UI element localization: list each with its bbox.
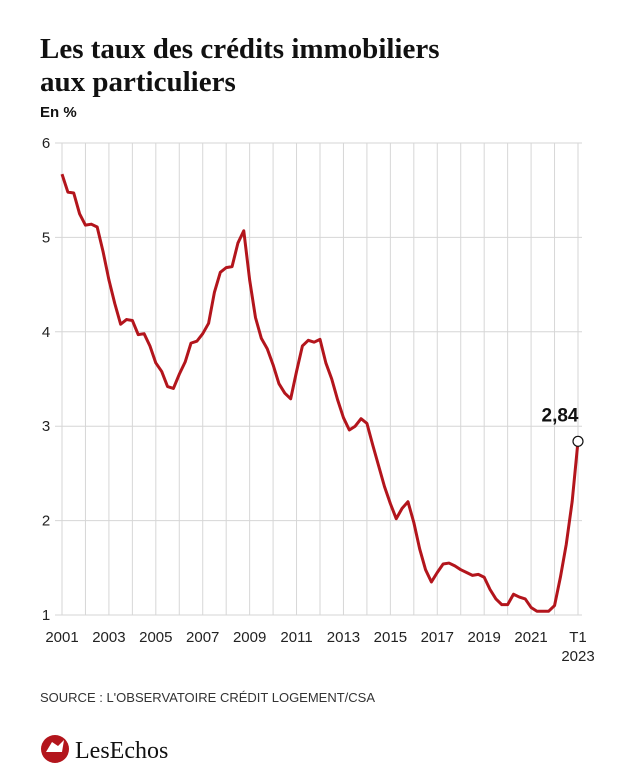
x-tick-label: 2005: [139, 629, 172, 646]
y-tick-label: 1: [42, 607, 50, 624]
chart-title: Les taux des crédits immobiliers: [40, 33, 440, 65]
y-tick-label: 6: [42, 135, 50, 152]
source: SOURCE : L'OBSERVATOIRE CRÉDIT LOGEMENT/…: [40, 690, 375, 705]
x-tick-label: T1 2023: [561, 629, 594, 665]
x-tick-label: 2017: [421, 629, 454, 646]
x-tick-label: 2013: [327, 629, 360, 646]
x-tick-label: 2011: [280, 629, 312, 646]
x-tick-label: 2001: [45, 629, 78, 646]
y-axis-label: En %: [40, 104, 77, 121]
chart-title: aux particuliers: [40, 66, 236, 98]
x-tick-label: 2003: [92, 629, 125, 646]
y-tick-label: 3: [42, 418, 50, 435]
logo: [41, 735, 69, 763]
y-tick-label: 5: [42, 229, 50, 246]
brand: LesEchos: [75, 738, 168, 764]
x-tick-label: 2015: [374, 629, 407, 646]
x-tick-label: 2007: [186, 629, 219, 646]
x-tick-label: 2009: [233, 629, 266, 646]
x-tick-label: 2021: [514, 629, 547, 646]
y-tick-label: 4: [42, 324, 50, 341]
data-label: 2,84: [542, 405, 579, 426]
x-tick-label: 2019: [467, 629, 500, 646]
line: [60, 173, 580, 613]
point-marker: [572, 435, 584, 447]
y-tick-label: 2: [42, 513, 50, 530]
